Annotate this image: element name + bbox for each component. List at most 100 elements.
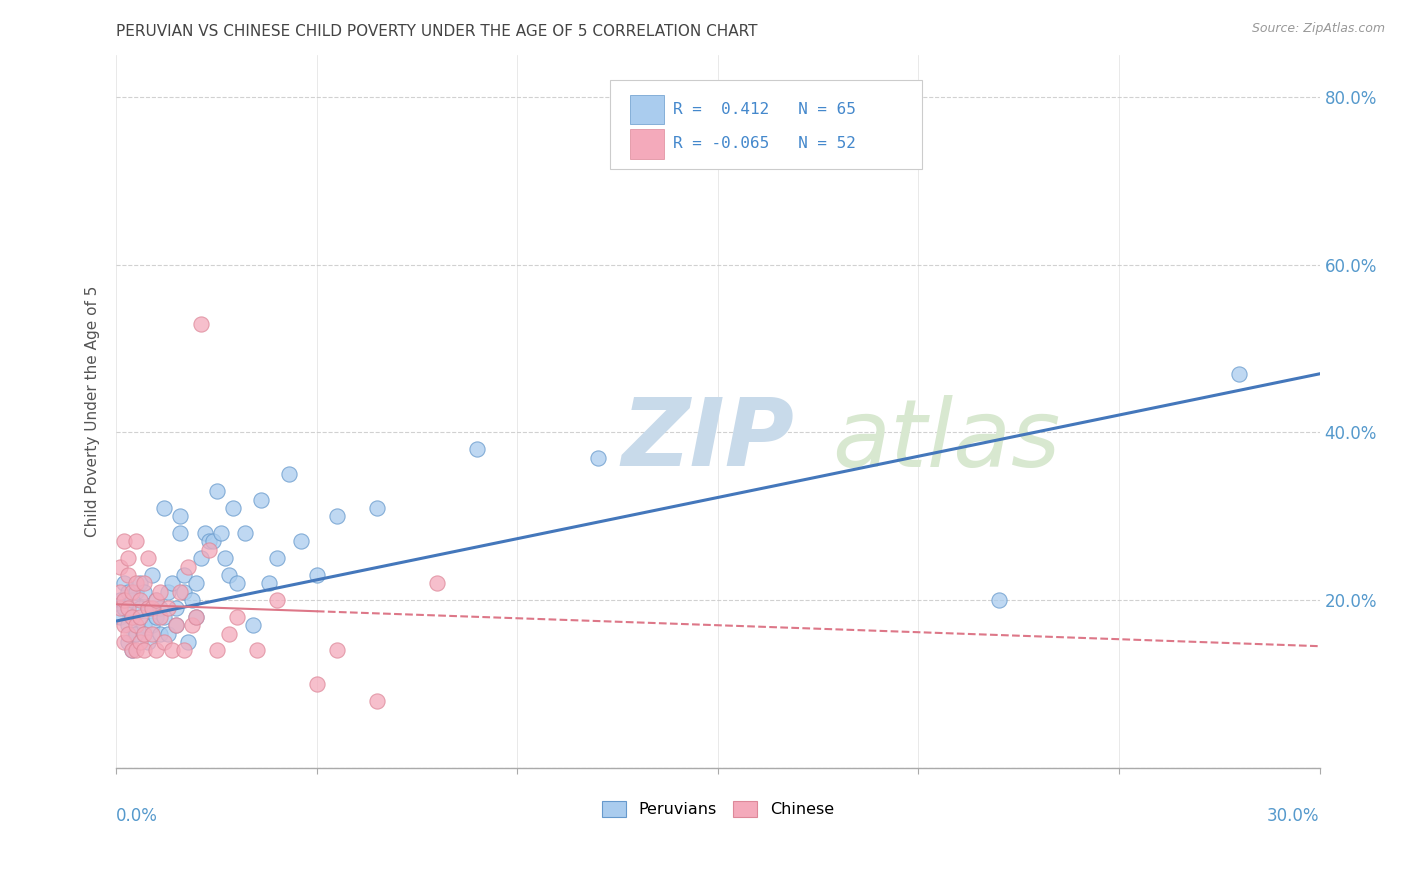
Point [138, 601, 160, 615]
FancyBboxPatch shape [630, 128, 664, 159]
Point [186, 610, 208, 624]
Point [112, 534, 135, 549]
Point [145, 610, 167, 624]
Point [110, 601, 132, 615]
Legend: Peruvians, Chinese: Peruvians, Chinese [596, 795, 841, 824]
Point [125, 584, 148, 599]
Point [121, 643, 143, 657]
Text: ZIP: ZIP [621, 394, 794, 486]
Point [117, 635, 139, 649]
Point [165, 618, 187, 632]
Text: 30.0%: 30.0% [1267, 807, 1320, 825]
Point [125, 534, 148, 549]
Point [233, 526, 256, 541]
Point [138, 635, 160, 649]
Point [153, 610, 176, 624]
Point [197, 542, 219, 557]
Point [141, 601, 163, 615]
Point [201, 534, 224, 549]
Point [141, 618, 163, 632]
Point [129, 635, 152, 649]
Point [117, 584, 139, 599]
Point [121, 584, 143, 599]
Point [181, 618, 204, 632]
Point [186, 576, 208, 591]
Point [112, 601, 135, 615]
Point [117, 626, 139, 640]
Point [225, 576, 247, 591]
Point [242, 618, 264, 632]
Point [246, 643, 269, 657]
Point [177, 559, 200, 574]
Text: R = -0.065   N = 52: R = -0.065 N = 52 [673, 136, 856, 152]
Point [326, 643, 349, 657]
Point [218, 626, 240, 640]
Point [169, 509, 191, 524]
Point [121, 593, 143, 607]
Point [141, 568, 163, 582]
Point [145, 593, 167, 607]
Point [134, 626, 156, 640]
Point [157, 601, 180, 615]
Point [141, 626, 163, 640]
Point [225, 610, 247, 624]
Point [125, 626, 148, 640]
Point [125, 643, 148, 657]
Point [193, 526, 215, 541]
Point [214, 551, 236, 566]
Point [1227, 367, 1250, 381]
Point [129, 576, 152, 591]
Point [129, 593, 152, 607]
Point [110, 610, 132, 624]
Point [173, 584, 195, 599]
Point [134, 576, 156, 591]
Point [173, 568, 195, 582]
Point [134, 626, 156, 640]
Point [181, 593, 204, 607]
Point [117, 551, 139, 566]
Point [157, 584, 180, 599]
FancyBboxPatch shape [610, 80, 922, 169]
Point [266, 593, 288, 607]
Text: Source: ZipAtlas.com: Source: ZipAtlas.com [1251, 22, 1385, 36]
Point [305, 568, 328, 582]
Point [110, 593, 132, 607]
Point [125, 626, 148, 640]
Point [186, 610, 208, 624]
Point [145, 593, 167, 607]
Point [117, 568, 139, 582]
Point [121, 610, 143, 624]
Point [366, 693, 388, 707]
Point [125, 618, 148, 632]
Point [157, 626, 180, 640]
Point [586, 450, 609, 465]
Text: R =  0.412   N = 65: R = 0.412 N = 65 [673, 102, 856, 117]
Point [121, 643, 143, 657]
Point [153, 635, 176, 649]
Point [987, 593, 1010, 607]
Point [149, 584, 172, 599]
Point [221, 500, 243, 515]
Point [149, 601, 172, 615]
Point [138, 551, 160, 566]
Point [125, 576, 148, 591]
Point [162, 576, 184, 591]
Point [134, 618, 156, 632]
Point [218, 568, 240, 582]
Y-axis label: Child Poverty Under the Age of 5: Child Poverty Under the Age of 5 [86, 285, 100, 537]
Point [117, 618, 139, 632]
Point [138, 601, 160, 615]
Point [197, 534, 219, 549]
Point [177, 635, 200, 649]
Point [266, 551, 288, 566]
Point [112, 593, 135, 607]
Point [426, 576, 449, 591]
Point [190, 551, 212, 566]
Point [112, 618, 135, 632]
Text: atlas: atlas [832, 394, 1060, 485]
Point [134, 584, 156, 599]
Point [465, 442, 488, 457]
Point [149, 610, 172, 624]
Point [110, 584, 132, 599]
Point [205, 484, 228, 499]
